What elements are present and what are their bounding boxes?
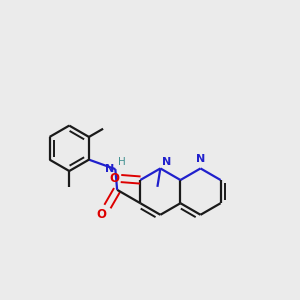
Text: O: O (96, 208, 106, 221)
Text: N: N (162, 157, 171, 167)
Text: N: N (196, 154, 205, 164)
Text: O: O (110, 172, 119, 185)
Text: N: N (105, 164, 114, 173)
Text: H: H (118, 157, 126, 167)
